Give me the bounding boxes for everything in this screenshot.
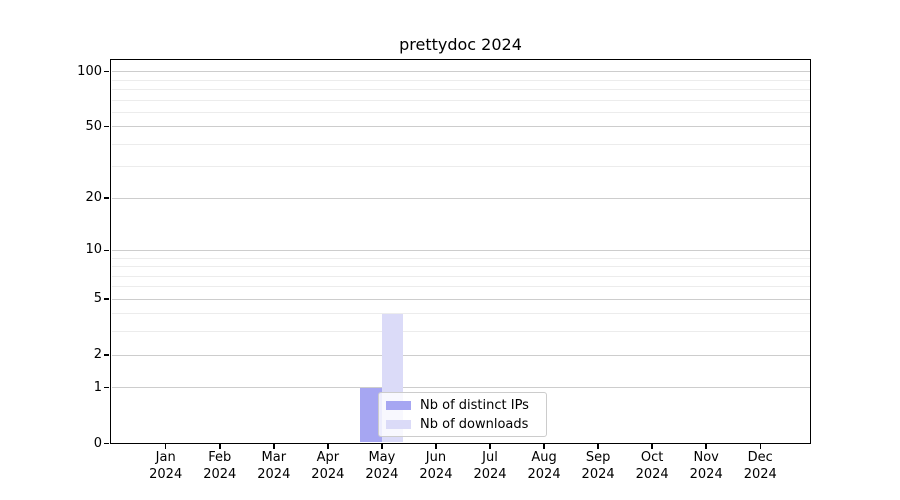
x-tick-year: 2024 bbox=[203, 466, 237, 482]
x-tick-mark bbox=[597, 444, 599, 449]
x-tick-year: 2024 bbox=[365, 466, 399, 482]
x-tick-mark bbox=[327, 444, 329, 449]
x-tick-mark bbox=[651, 444, 653, 449]
x-tick-year: 2024 bbox=[527, 466, 561, 482]
x-tick-mark bbox=[705, 444, 707, 449]
x-tick-month: Jan bbox=[155, 450, 176, 465]
gridline-minor bbox=[111, 286, 810, 288]
x-tick-year: 2024 bbox=[257, 466, 291, 482]
gridline-minor bbox=[111, 331, 810, 333]
plot-border bbox=[110, 59, 811, 444]
chart-title: prettydoc 2024 bbox=[399, 35, 522, 54]
gridline-minor bbox=[111, 166, 810, 168]
x-tick-month: Oct bbox=[640, 450, 664, 465]
gridline-major bbox=[111, 354, 810, 356]
x-tick-year: 2024 bbox=[689, 466, 723, 482]
gridline-major bbox=[111, 298, 810, 300]
gridline-minor bbox=[111, 143, 810, 145]
gridline-major bbox=[111, 71, 810, 73]
x-tick-label: Sep 2024 bbox=[571, 450, 625, 483]
y-tick-label: 1 bbox=[93, 379, 102, 395]
x-tick-mark bbox=[759, 444, 761, 449]
legend-swatch-downloads bbox=[386, 419, 411, 429]
legend-swatch-distinct-ips bbox=[386, 400, 411, 410]
legend-item-distinct-ips: Nb of distinct IPs bbox=[386, 398, 539, 413]
y-tick-label: 100 bbox=[77, 63, 102, 79]
x-tick-mark bbox=[435, 444, 437, 449]
y-tick-mark bbox=[103, 354, 109, 356]
x-tick-label: Mar 2024 bbox=[247, 450, 301, 483]
x-tick-month: Jul bbox=[482, 450, 498, 465]
gridline-minor bbox=[111, 257, 810, 259]
x-tick-month: Dec bbox=[747, 450, 773, 465]
x-tick-year: 2024 bbox=[311, 466, 345, 482]
x-tick-label: May 2024 bbox=[355, 450, 409, 483]
x-tick-label: Feb 2024 bbox=[193, 450, 247, 483]
y-tick-mark bbox=[103, 70, 109, 73]
x-tick-label: Jun 2024 bbox=[409, 450, 463, 483]
x-tick-label: Dec 2024 bbox=[733, 450, 787, 483]
gridline-major bbox=[111, 249, 810, 251]
x-tick-month: May bbox=[368, 450, 396, 465]
y-tick-label: 2 bbox=[93, 347, 102, 363]
gridline-minor bbox=[111, 99, 810, 101]
x-tick-mark bbox=[543, 444, 545, 449]
x-tick-mark bbox=[219, 444, 221, 449]
x-tick-year: 2024 bbox=[635, 466, 669, 482]
x-tick-mark bbox=[381, 444, 383, 449]
gridline-minor bbox=[111, 79, 810, 81]
x-tick-label: Aug 2024 bbox=[517, 450, 571, 483]
x-tick-year: 2024 bbox=[473, 466, 507, 482]
x-tick-month: Jun bbox=[425, 450, 447, 465]
x-tick-year: 2024 bbox=[149, 466, 183, 482]
legend-label-distinct-ips: Nb of distinct IPs bbox=[420, 397, 529, 413]
y-tick-label: 5 bbox=[93, 291, 102, 307]
x-tick-label: Jul 2024 bbox=[463, 450, 517, 483]
x-tick-month: Apr bbox=[316, 450, 340, 465]
x-tick-label: Apr 2024 bbox=[301, 450, 355, 483]
x-tick-month: Mar bbox=[261, 450, 287, 465]
x-tick-mark bbox=[489, 444, 491, 449]
gridline-major bbox=[111, 197, 810, 199]
legend: Nb of distinct IPs Nb of downloads bbox=[378, 392, 547, 437]
x-tick-year: 2024 bbox=[581, 466, 615, 482]
x-tick-mark bbox=[273, 444, 275, 449]
y-tick-mark bbox=[103, 125, 109, 128]
y-tick-mark bbox=[103, 298, 109, 300]
y-tick-mark bbox=[103, 386, 109, 389]
gridline-minor bbox=[111, 88, 810, 90]
y-tick-label: 20 bbox=[85, 190, 102, 206]
legend-label-downloads: Nb of downloads bbox=[420, 416, 529, 432]
x-tick-label: Jan 2024 bbox=[139, 450, 193, 483]
x-tick-month: Feb bbox=[208, 450, 232, 465]
gridline-major bbox=[111, 387, 810, 389]
x-tick-month: Nov bbox=[693, 450, 719, 465]
gridline-minor bbox=[111, 266, 810, 268]
x-tick-mark bbox=[164, 444, 167, 449]
x-tick-label: Oct 2024 bbox=[625, 450, 679, 483]
x-tick-month: Aug bbox=[531, 450, 557, 465]
x-tick-month: Sep bbox=[585, 450, 611, 465]
y-tick-label: 10 bbox=[85, 242, 102, 258]
gridline-major bbox=[111, 126, 810, 128]
y-tick-mark bbox=[103, 249, 109, 252]
y-tick-label: 0 bbox=[93, 435, 102, 451]
y-tick-label: 50 bbox=[85, 118, 102, 134]
x-tick-year: 2024 bbox=[419, 466, 453, 482]
gridline-minor bbox=[111, 275, 810, 277]
bar-nb-of-distinct-ips bbox=[360, 387, 382, 443]
y-tick-mark bbox=[103, 442, 109, 445]
x-tick-year: 2024 bbox=[743, 466, 777, 482]
gridline-minor bbox=[111, 313, 810, 315]
gridline-minor bbox=[111, 111, 810, 113]
x-tick-label: Nov 2024 bbox=[679, 450, 733, 483]
legend-item-downloads: Nb of downloads bbox=[386, 417, 539, 432]
y-tick-mark bbox=[103, 197, 109, 199]
